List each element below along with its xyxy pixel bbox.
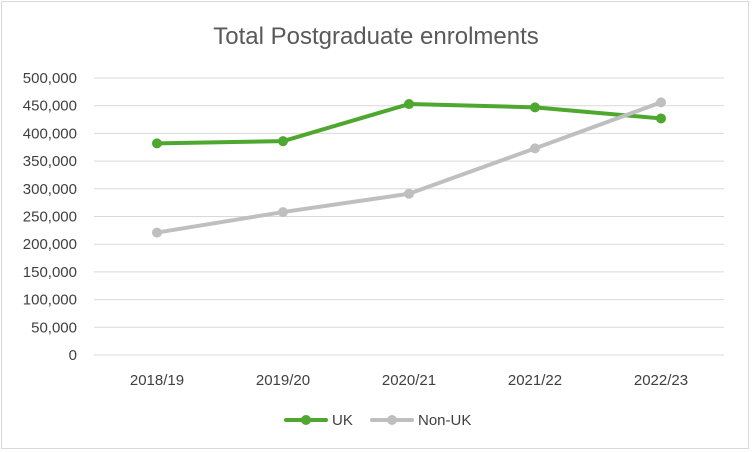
series-line <box>155 100 663 235</box>
y-tick-label: 400,000 <box>23 125 77 142</box>
series-non-uk <box>152 97 666 238</box>
legend-label: UK <box>332 412 353 429</box>
data-point <box>530 143 540 154</box>
chart-title: Total Postgraduate enrolments <box>213 23 539 50</box>
data-point <box>656 113 666 124</box>
y-axis-ticks: 0 50,000 100,000 150,000 200,000 250,000 300,0… <box>23 70 77 364</box>
data-point <box>278 136 288 147</box>
data-point <box>152 138 162 149</box>
data-point <box>404 188 414 199</box>
y-tick-label: 250,000 <box>23 209 77 226</box>
x-tick-label: 2020/21 <box>382 372 436 389</box>
y-tick-label: 100,000 <box>23 292 77 309</box>
x-tick-label: 2018/19 <box>130 372 184 389</box>
x-tick-label: 2021/22 <box>508 372 562 389</box>
data-point <box>530 102 540 113</box>
y-tick-label: 500,000 <box>23 70 77 87</box>
data-point <box>152 227 162 238</box>
gridlines <box>94 77 724 356</box>
series-line <box>155 102 663 146</box>
y-tick-label: 200,000 <box>23 236 77 253</box>
series-lines <box>152 97 666 238</box>
data-point <box>404 99 414 110</box>
legend-item: Non-UK <box>370 412 471 429</box>
data-point <box>278 207 288 218</box>
y-tick-label: 50,000 <box>31 319 77 336</box>
y-tick-label: 0 <box>69 347 77 364</box>
legend-swatch-marker <box>301 415 311 425</box>
series-uk <box>152 99 666 149</box>
y-tick-label: 150,000 <box>23 264 77 281</box>
x-axis-ticks: 2018/19 2019/20 2020/21 2021/22 2022/23 <box>130 372 688 389</box>
x-tick-label: 2019/20 <box>256 372 310 389</box>
legend: UK Non-UK <box>284 412 471 429</box>
data-point <box>656 97 666 108</box>
x-tick-label: 2022/23 <box>634 372 688 389</box>
legend-swatch-marker <box>387 415 397 425</box>
legend-item: UK <box>284 412 353 429</box>
y-tick-label: 350,000 <box>23 153 77 170</box>
y-tick-label: 300,000 <box>23 181 77 198</box>
legend-label: Non-UK <box>418 412 471 429</box>
y-tick-label: 450,000 <box>23 98 77 115</box>
